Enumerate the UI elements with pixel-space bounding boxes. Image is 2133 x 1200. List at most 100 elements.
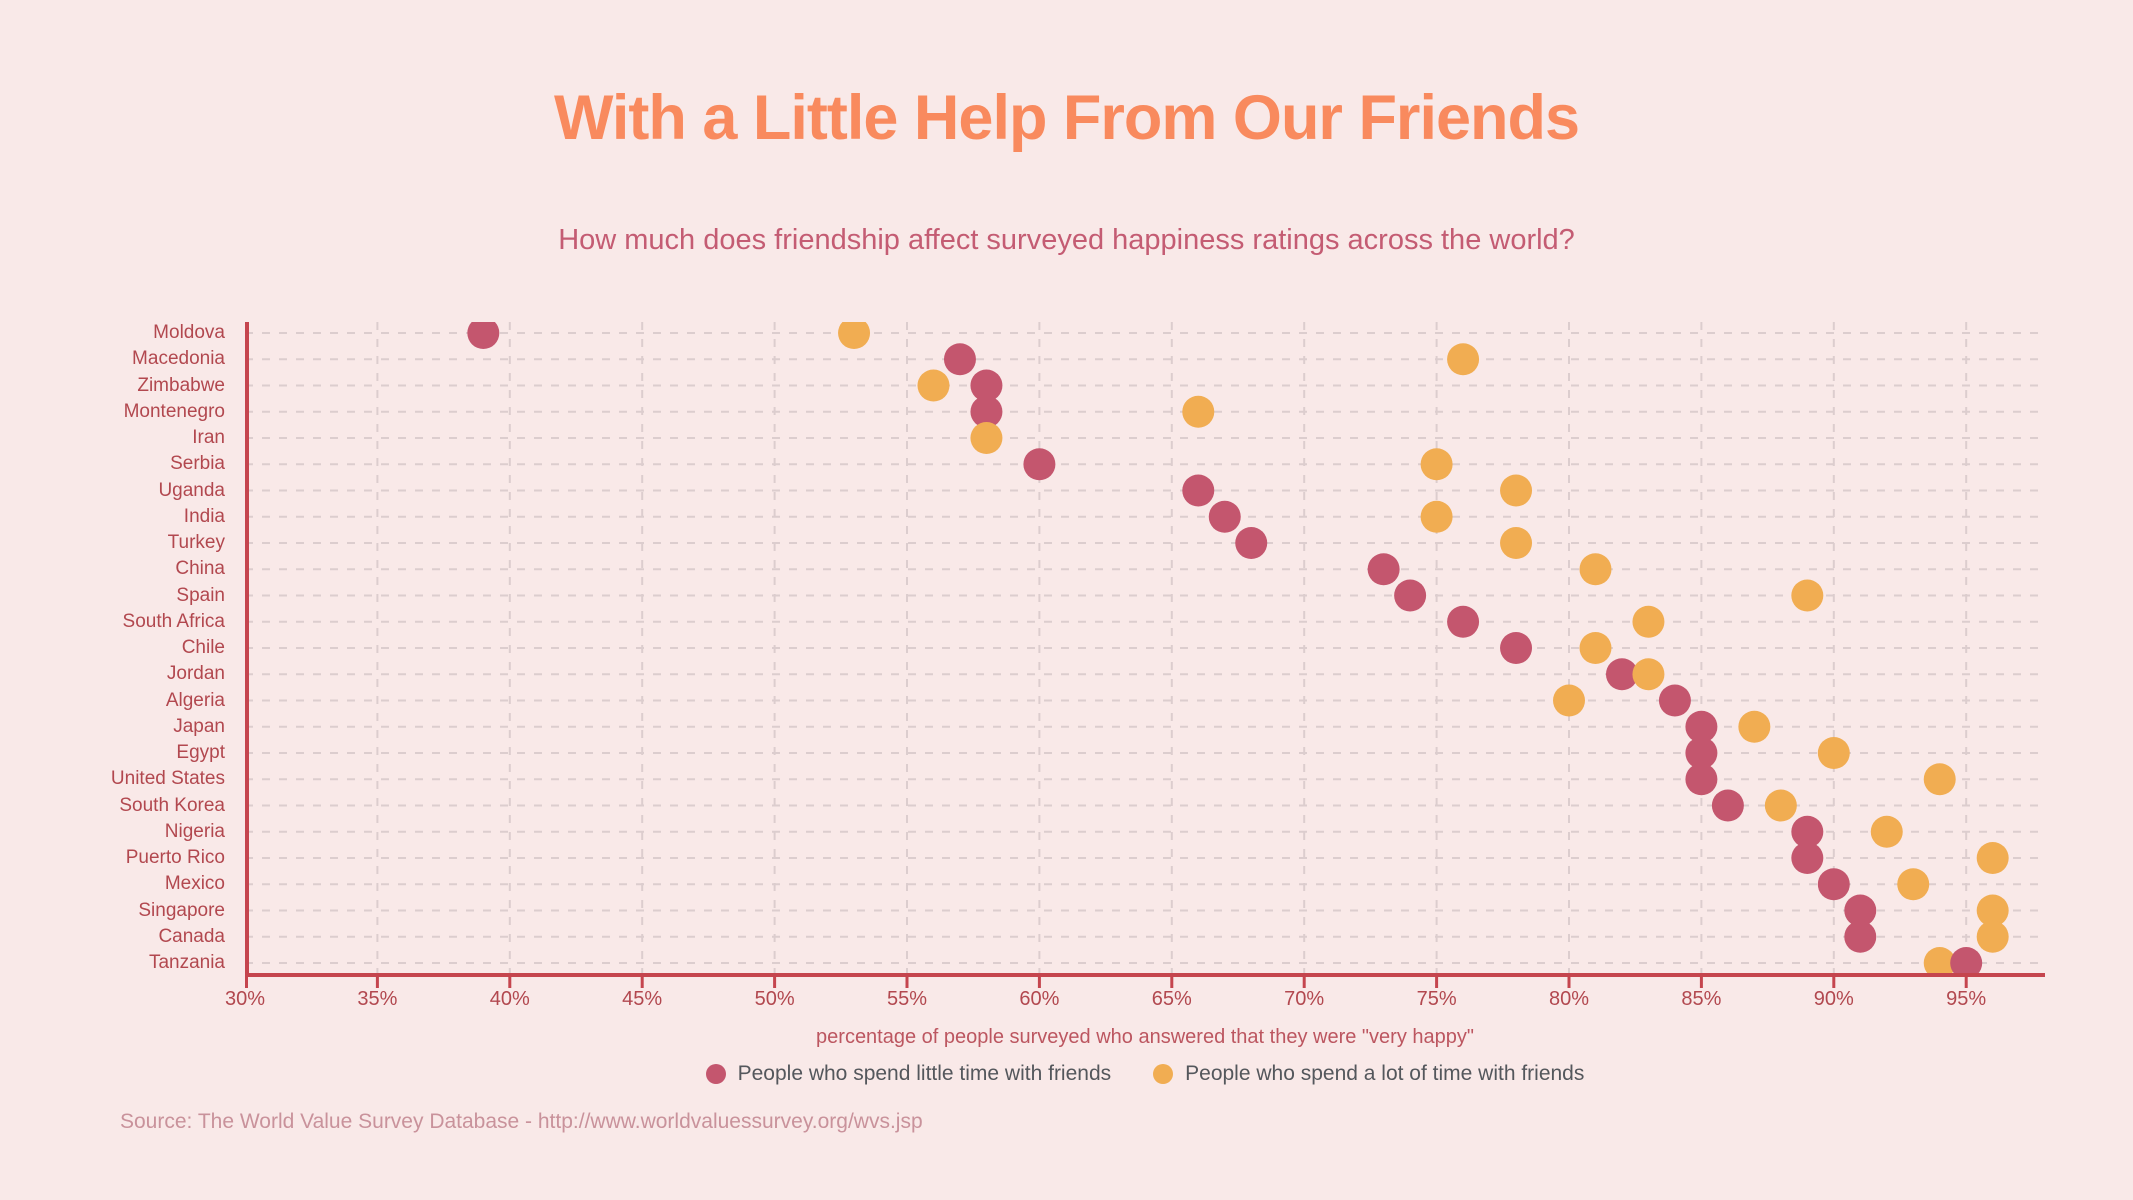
dot-turkey-little[interactable] bbox=[1235, 527, 1268, 559]
y-axis-label-macedonia: Macedonia bbox=[132, 348, 225, 370]
x-axis-tick-label-85-: 85% bbox=[1681, 988, 1722, 1010]
dot-serbia-lot[interactable] bbox=[1420, 448, 1453, 481]
legend-item-lot-of-time[interactable]: People who spend a lot of time with frie… bbox=[1153, 1062, 1584, 1086]
dot-india-little[interactable] bbox=[1208, 500, 1241, 533]
dot-serbia-little[interactable] bbox=[1023, 448, 1056, 481]
gridlines bbox=[245, 322, 2045, 975]
legend-swatch-little-time-icon bbox=[705, 1064, 726, 1084]
dot-japan-lot[interactable] bbox=[1738, 710, 1771, 743]
page-subtitle: How much does friendship affect surveyed… bbox=[558, 224, 1575, 256]
y-axis-label-india: India bbox=[183, 505, 225, 527]
dot-spain-little[interactable] bbox=[1394, 579, 1427, 612]
dot-algeria-lot[interactable] bbox=[1553, 684, 1585, 717]
dot-canada-lot[interactable] bbox=[1976, 920, 2009, 953]
dot-spain-lot[interactable] bbox=[1791, 579, 1824, 612]
x-axis-tick-label-60-: 60% bbox=[1019, 988, 1060, 1010]
dot-jordan-little[interactable] bbox=[1605, 658, 1638, 691]
x-axis-tick-label-30-: 30% bbox=[224, 988, 266, 1010]
y-axis-label-serbia: Serbia bbox=[170, 453, 225, 475]
dot-south-africa-little[interactable] bbox=[1447, 605, 1480, 638]
x-axis-tick-label-45-: 45% bbox=[622, 988, 663, 1010]
y-axis-label-south-africa: South Africa bbox=[122, 610, 225, 632]
dot-zimbabwe-lot[interactable] bbox=[917, 369, 950, 402]
x-axis-tick-label-35-: 35% bbox=[357, 988, 398, 1010]
y-axis-label-nigeria: Nigeria bbox=[164, 820, 225, 842]
dot-uganda-lot[interactable] bbox=[1500, 474, 1533, 507]
y-axis-label-jordan: Jordan bbox=[166, 663, 225, 685]
dot-tanzania-little[interactable] bbox=[1950, 947, 1983, 979]
x-axis-tick-label-55-: 55% bbox=[886, 988, 928, 1010]
dot-china-little[interactable] bbox=[1367, 553, 1400, 586]
dot-montenegro-lot[interactable] bbox=[1182, 395, 1215, 428]
dot-chile-lot[interactable] bbox=[1579, 632, 1612, 664]
dot-egypt-lot[interactable] bbox=[1817, 737, 1850, 769]
legend-label-lot-of-time: People who spend a lot of time with frie… bbox=[1185, 1062, 1585, 1085]
y-axis-label-montenegro: Montenegro bbox=[123, 400, 225, 422]
dot-chile-little[interactable] bbox=[1500, 632, 1533, 664]
y-axis-label-china: China bbox=[175, 558, 225, 580]
dot-macedonia-little[interactable] bbox=[943, 343, 976, 376]
x-axis-tick-label-75-: 75% bbox=[1416, 988, 1457, 1010]
dot-japan-little[interactable] bbox=[1685, 710, 1718, 743]
dot-uganda-little[interactable] bbox=[1182, 474, 1215, 507]
dot-moldova-little[interactable] bbox=[467, 322, 500, 349]
dot-south-korea-little[interactable] bbox=[1711, 789, 1744, 822]
dot-montenegro-little[interactable] bbox=[970, 395, 1003, 428]
legend-item-little-time[interactable]: People who spend little time with friend… bbox=[705, 1062, 1112, 1086]
dot-south-africa-lot[interactable] bbox=[1632, 605, 1665, 638]
dot-china-lot[interactable] bbox=[1579, 553, 1612, 586]
dot-zimbabwe-little[interactable] bbox=[970, 369, 1003, 402]
data-points bbox=[467, 322, 2009, 979]
x-axis-tick-label-70-: 70% bbox=[1284, 988, 1325, 1010]
y-axis-label-chile: Chile bbox=[181, 637, 225, 658]
y-axis-label-turkey: Turkey bbox=[167, 532, 225, 553]
dot-jordan-lot[interactable] bbox=[1632, 658, 1665, 691]
x-axis-tick-label-50-: 50% bbox=[754, 988, 795, 1010]
y-axis-label-tanzania: Tanzania bbox=[148, 952, 225, 973]
axes bbox=[245, 322, 2045, 988]
dot-egypt-little[interactable] bbox=[1685, 737, 1718, 769]
y-axis-label-mexico: Mexico bbox=[164, 873, 225, 895]
x-axis-tick-label-90-: 90% bbox=[1813, 988, 1854, 1010]
dot-puerto-rico-lot[interactable] bbox=[1976, 842, 2009, 874]
x-axis-tick-label-95-: 95% bbox=[1946, 988, 1987, 1010]
dot-turkey-lot[interactable] bbox=[1500, 527, 1533, 559]
dot-united-states-little[interactable] bbox=[1685, 763, 1718, 796]
dot-nigeria-little[interactable] bbox=[1791, 815, 1824, 848]
y-axis-label-canada: Canada bbox=[158, 925, 225, 947]
dot-algeria-little[interactable] bbox=[1658, 684, 1691, 717]
y-axis-label-singapore: Singapore bbox=[138, 899, 225, 921]
dot-macedonia-lot[interactable] bbox=[1447, 343, 1480, 376]
x-axis-title: percentage of people surveyed who answer… bbox=[816, 1026, 1474, 1048]
y-axis-label-puerto-rico: Puerto Rico bbox=[125, 847, 225, 868]
y-axis-label-iran: Iran bbox=[192, 427, 225, 448]
dot-mexico-little[interactable] bbox=[1817, 868, 1850, 901]
y-axis-label-united-states: United States bbox=[110, 768, 225, 790]
dot-singapore-lot[interactable] bbox=[1976, 894, 2009, 927]
plot-canvas bbox=[245, 322, 2045, 988]
dot-canada-little[interactable] bbox=[1844, 920, 1877, 953]
x-axis-tick-label-40-: 40% bbox=[489, 988, 530, 1010]
chart-legend: People who spend little time with friend… bbox=[245, 1062, 2045, 1086]
dot-singapore-little[interactable] bbox=[1844, 894, 1877, 927]
y-axis-label-uganda: Uganda bbox=[158, 479, 225, 501]
y-axis-label-japan: Japan bbox=[173, 715, 225, 737]
y-axis-label-egypt: Egypt bbox=[176, 742, 225, 763]
y-axis-label-moldova: Moldova bbox=[153, 322, 225, 343]
dot-moldova-lot[interactable] bbox=[838, 322, 871, 349]
x-axis-tick-label-80-: 80% bbox=[1548, 988, 1590, 1010]
y-axis-label-south-korea: South Korea bbox=[119, 794, 225, 816]
dot-iran-lot[interactable] bbox=[970, 422, 1003, 454]
page-title: With a Little Help From Our Friends bbox=[554, 83, 1580, 153]
dot-india-lot[interactable] bbox=[1420, 500, 1453, 533]
dot-puerto-rico-little[interactable] bbox=[1791, 842, 1824, 874]
y-axis-label-algeria: Algeria bbox=[165, 689, 225, 711]
legend-label-little-time: People who spend little time with friend… bbox=[737, 1062, 1112, 1085]
dot-mexico-lot[interactable] bbox=[1897, 868, 1930, 901]
dot-united-states-lot[interactable] bbox=[1923, 763, 1956, 796]
dot-nigeria-lot[interactable] bbox=[1870, 815, 1903, 848]
dot-south-korea-lot[interactable] bbox=[1764, 789, 1797, 822]
y-axis-label-zimbabwe: Zimbabwe bbox=[137, 374, 225, 396]
source-note: Source: The World Value Survey Database … bbox=[120, 1110, 923, 1133]
dot-tanzania-lot[interactable] bbox=[1923, 947, 1956, 979]
